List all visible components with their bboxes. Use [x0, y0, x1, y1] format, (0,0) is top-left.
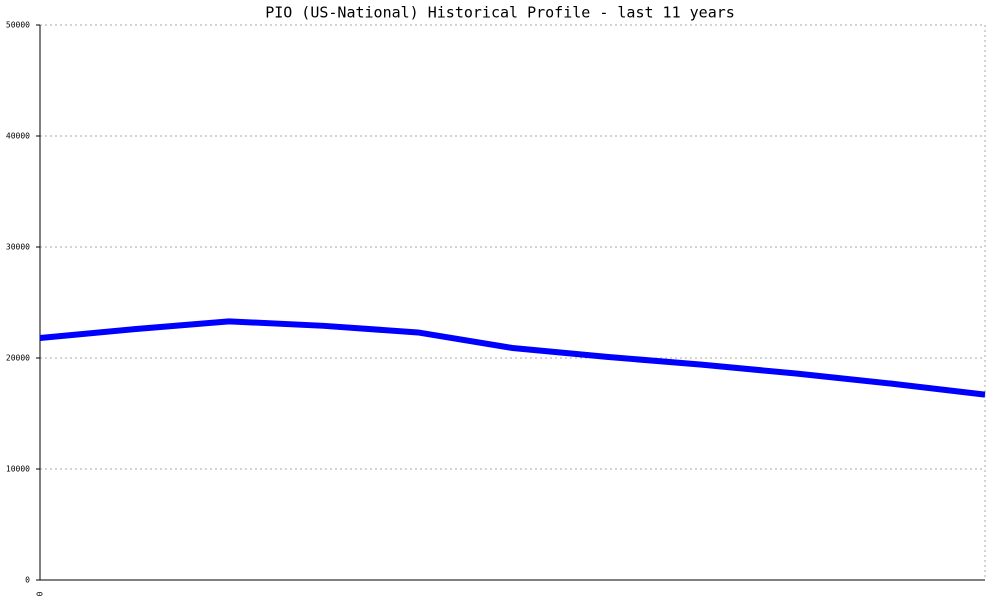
y-tick-label: 50000: [6, 21, 30, 30]
data-line: [39, 318, 986, 398]
x-tick-label: 0: [36, 591, 45, 596]
y-tick-label: 10000: [6, 465, 30, 474]
chart-title: PIO (US-National) Historical Profile - l…: [265, 4, 735, 22]
y-tick-label: 30000: [6, 243, 30, 252]
y-tick-label: 0: [25, 576, 30, 585]
y-tick-label: 20000: [6, 354, 30, 363]
y-tick-label: 40000: [6, 132, 30, 141]
